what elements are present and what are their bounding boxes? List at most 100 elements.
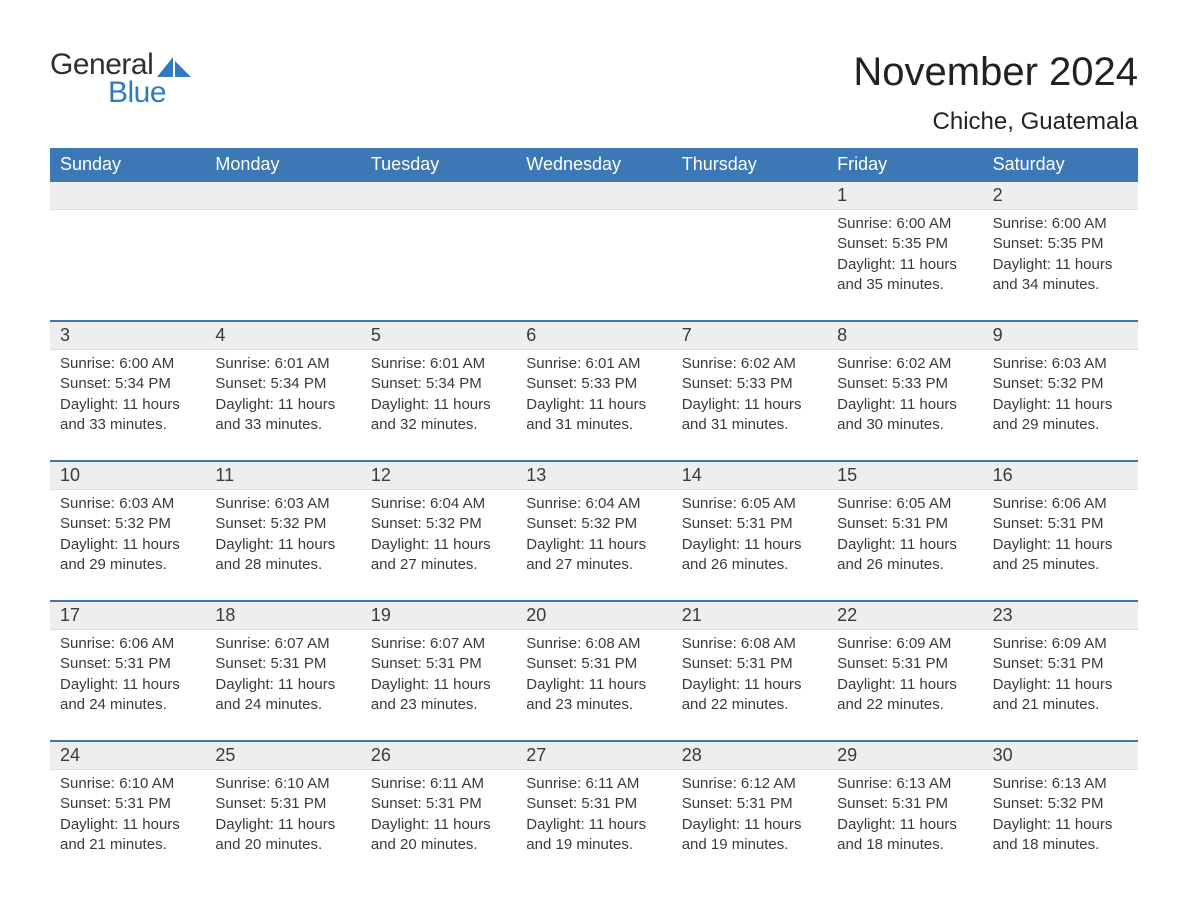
calendar: Sunday Monday Tuesday Wednesday Thursday… [50,148,1138,862]
sunrise-line: Sunrise: 6:02 AM [682,354,817,374]
sunset-line: Sunset: 5:32 PM [993,794,1128,814]
daylight-line-1: Daylight: 11 hours [837,255,972,275]
day-number [361,182,516,209]
sunset-line: Sunset: 5:31 PM [371,794,506,814]
daylight-line-2: and 27 minutes. [371,555,506,575]
daylight-line-1: Daylight: 11 hours [837,535,972,555]
daylight-line-1: Daylight: 11 hours [215,535,350,555]
sunset-line: Sunset: 5:32 PM [60,514,195,534]
daylight-line-1: Daylight: 11 hours [837,815,972,835]
day-cell: Sunrise: 6:00 AMSunset: 5:34 PMDaylight:… [50,350,205,442]
day-number: 17 [50,602,205,629]
day-number: 18 [205,602,360,629]
day-number [672,182,827,209]
day-number: 13 [516,462,671,489]
sunrise-line: Sunrise: 6:07 AM [371,634,506,654]
sunrise-line: Sunrise: 6:11 AM [526,774,661,794]
day-number: 11 [205,462,360,489]
daylight-line-1: Daylight: 11 hours [215,815,350,835]
dow-wednesday: Wednesday [516,148,671,182]
daylight-line-1: Daylight: 11 hours [993,395,1128,415]
month-title: November 2024 [853,50,1138,94]
sunrise-line: Sunrise: 6:09 AM [837,634,972,654]
dow-thursday: Thursday [672,148,827,182]
sunset-line: Sunset: 5:33 PM [682,374,817,394]
day-cell: Sunrise: 6:01 AMSunset: 5:34 PMDaylight:… [361,350,516,442]
sunrise-line: Sunrise: 6:04 AM [371,494,506,514]
sunset-line: Sunset: 5:31 PM [526,654,661,674]
sunrise-line: Sunrise: 6:00 AM [993,214,1128,234]
title-block: November 2024 Chiche, Guatemala [853,50,1138,136]
day-number [50,182,205,209]
sunset-line: Sunset: 5:31 PM [215,654,350,674]
daylight-line-2: and 28 minutes. [215,555,350,575]
daylight-line-1: Daylight: 11 hours [60,535,195,555]
sunrise-line: Sunrise: 6:08 AM [526,634,661,654]
daylight-line-2: and 23 minutes. [526,695,661,715]
daylight-line-2: and 21 minutes. [60,835,195,855]
sunrise-line: Sunrise: 6:03 AM [215,494,350,514]
day-cell: Sunrise: 6:10 AMSunset: 5:31 PMDaylight:… [50,770,205,862]
sunrise-line: Sunrise: 6:13 AM [993,774,1128,794]
sunrise-line: Sunrise: 6:02 AM [837,354,972,374]
dow-sunday: Sunday [50,148,205,182]
daylight-line-1: Daylight: 11 hours [371,675,506,695]
day-number: 21 [672,602,827,629]
day-number: 8 [827,322,982,349]
daylight-line-2: and 30 minutes. [837,415,972,435]
daylight-line-2: and 29 minutes. [993,415,1128,435]
sunset-line: Sunset: 5:31 PM [837,654,972,674]
day-number: 27 [516,742,671,769]
daylight-line-1: Daylight: 11 hours [993,255,1128,275]
day-number: 9 [983,322,1138,349]
daylight-line-2: and 29 minutes. [60,555,195,575]
sunrise-line: Sunrise: 6:10 AM [215,774,350,794]
sunrise-line: Sunrise: 6:01 AM [371,354,506,374]
daylight-line-1: Daylight: 11 hours [526,815,661,835]
day-cell: Sunrise: 6:04 AMSunset: 5:32 PMDaylight:… [516,490,671,582]
sunset-line: Sunset: 5:34 PM [371,374,506,394]
sunset-line: Sunset: 5:31 PM [60,654,195,674]
week-row: 17181920212223Sunrise: 6:06 AMSunset: 5:… [50,600,1138,722]
daylight-line-2: and 33 minutes. [215,415,350,435]
logo-word-2: Blue [108,78,191,108]
daylight-line-2: and 18 minutes. [993,835,1128,855]
day-cell [50,210,205,302]
day-number-bar: 17181920212223 [50,600,1138,630]
day-number: 16 [983,462,1138,489]
sunrise-line: Sunrise: 6:06 AM [60,634,195,654]
sunrise-line: Sunrise: 6:07 AM [215,634,350,654]
sunset-line: Sunset: 5:31 PM [215,794,350,814]
day-number: 2 [983,182,1138,209]
day-cell: Sunrise: 6:05 AMSunset: 5:31 PMDaylight:… [827,490,982,582]
daylight-line-2: and 22 minutes. [837,695,972,715]
day-number-bar: 10111213141516 [50,460,1138,490]
sunset-line: Sunset: 5:32 PM [215,514,350,534]
daylight-line-2: and 18 minutes. [837,835,972,855]
day-number: 15 [827,462,982,489]
daylight-line-2: and 24 minutes. [60,695,195,715]
day-cell: Sunrise: 6:01 AMSunset: 5:34 PMDaylight:… [205,350,360,442]
sunset-line: Sunset: 5:34 PM [60,374,195,394]
daylight-line-2: and 25 minutes. [993,555,1128,575]
daylight-line-1: Daylight: 11 hours [993,675,1128,695]
daylight-line-1: Daylight: 11 hours [682,675,817,695]
daylight-line-1: Daylight: 11 hours [60,815,195,835]
day-cell [361,210,516,302]
sunrise-line: Sunrise: 6:13 AM [837,774,972,794]
sunrise-line: Sunrise: 6:00 AM [60,354,195,374]
sunrise-line: Sunrise: 6:03 AM [60,494,195,514]
day-cell: Sunrise: 6:04 AMSunset: 5:32 PMDaylight:… [361,490,516,582]
day-number [205,182,360,209]
week-row: 3456789Sunrise: 6:00 AMSunset: 5:34 PMDa… [50,320,1138,442]
logo-sail-icon [157,55,191,77]
sunrise-line: Sunrise: 6:05 AM [682,494,817,514]
day-cell: Sunrise: 6:05 AMSunset: 5:31 PMDaylight:… [672,490,827,582]
sunset-line: Sunset: 5:33 PM [837,374,972,394]
sunset-line: Sunset: 5:31 PM [371,654,506,674]
daylight-line-2: and 22 minutes. [682,695,817,715]
sunset-line: Sunset: 5:31 PM [526,794,661,814]
header: General Blue November 2024 Chiche, Guate… [50,50,1138,136]
daylight-line-2: and 33 minutes. [60,415,195,435]
daylight-line-1: Daylight: 11 hours [837,395,972,415]
